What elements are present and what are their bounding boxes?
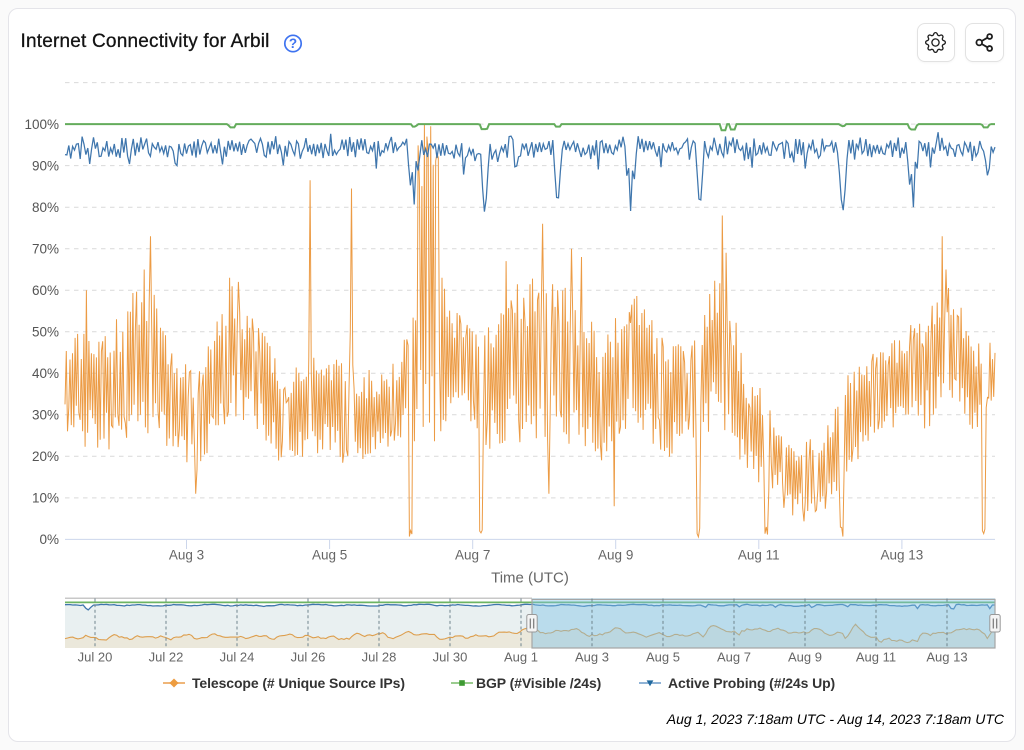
svg-text:Jul 24: Jul 24 bbox=[220, 650, 255, 665]
svg-text:20%: 20% bbox=[32, 449, 59, 464]
svg-text:10%: 10% bbox=[32, 491, 59, 506]
svg-text:0%: 0% bbox=[39, 532, 59, 547]
svg-text:80%: 80% bbox=[32, 200, 59, 215]
svg-text:Jul 26: Jul 26 bbox=[291, 650, 326, 665]
svg-text:70%: 70% bbox=[32, 241, 59, 256]
svg-text:Aug 13: Aug 13 bbox=[881, 548, 924, 563]
svg-text:30%: 30% bbox=[32, 408, 59, 423]
svg-text:Aug 9: Aug 9 bbox=[788, 650, 822, 665]
svg-text:90%: 90% bbox=[32, 158, 59, 173]
svg-text:Jul 28: Jul 28 bbox=[362, 650, 397, 665]
svg-text:Aug 1: Aug 1 bbox=[504, 650, 538, 665]
svg-text:Aug 5: Aug 5 bbox=[646, 650, 680, 665]
svg-text:Aug 11: Aug 11 bbox=[738, 548, 780, 563]
svg-text:Aug 7: Aug 7 bbox=[455, 548, 490, 563]
svg-text:Aug 13: Aug 13 bbox=[926, 650, 967, 665]
svg-text:40%: 40% bbox=[32, 366, 59, 381]
svg-text:Jul 20: Jul 20 bbox=[78, 650, 113, 665]
svg-text:Aug 9: Aug 9 bbox=[598, 548, 633, 563]
svg-text:50%: 50% bbox=[32, 324, 59, 339]
svg-text:Aug 7: Aug 7 bbox=[717, 650, 751, 665]
svg-text:Aug 11: Aug 11 bbox=[856, 650, 896, 665]
svg-text:Aug 3: Aug 3 bbox=[575, 650, 609, 665]
svg-text:?: ? bbox=[288, 36, 296, 51]
svg-text:Jul 22: Jul 22 bbox=[149, 650, 184, 665]
svg-text:60%: 60% bbox=[32, 283, 59, 298]
svg-text:Aug 5: Aug 5 bbox=[312, 548, 347, 563]
svg-text:Aug 3: Aug 3 bbox=[169, 548, 204, 563]
svg-text:Time (UTC): Time (UTC) bbox=[491, 570, 569, 587]
svg-text:100%: 100% bbox=[24, 117, 59, 132]
svg-text:Jul 30: Jul 30 bbox=[433, 650, 468, 665]
